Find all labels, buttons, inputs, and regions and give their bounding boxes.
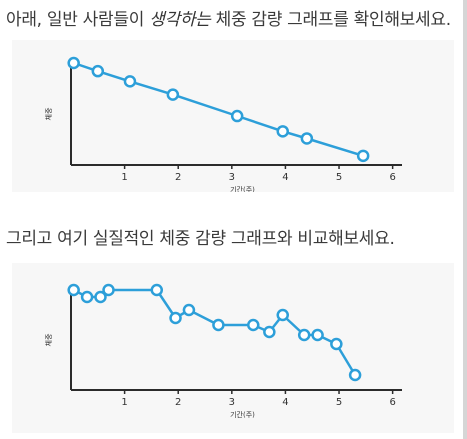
data-point: [311, 328, 324, 342]
caption-expected-emphasis: 생각하는: [149, 10, 211, 30]
data-point: [80, 290, 94, 304]
data-point: [212, 318, 225, 332]
data-point: [94, 290, 107, 304]
y-axis-label: 체중: [45, 107, 53, 120]
x-tick-label: 4: [282, 172, 288, 183]
data-point: [102, 283, 115, 297]
data-point: [276, 308, 289, 322]
data-point: [247, 318, 260, 332]
chart-panel-expected: 1 2 3 4 5 6 기간(주) 체중: [12, 40, 454, 194]
x-tick-label: 3: [229, 397, 235, 408]
caption-actual: 그리고 여기 실질적인 체중 감량 그래프와 비교해보세요.: [6, 229, 395, 249]
caption-expected-part1: 아래, 일반 사람들이: [6, 10, 150, 30]
chart-actual-weight-loss: 1 2 3 4 5 6 기간(주) 체중: [45, 283, 402, 419]
caption-expected: 아래, 일반 사람들이 생각하는 체중 감량 그래프를 확인해보세요.: [6, 5, 451, 30]
x-tick-label: 5: [336, 397, 342, 408]
data-point: [67, 283, 80, 297]
data-point: [150, 283, 164, 297]
data-point: [276, 125, 289, 138]
series-line: [73, 61, 364, 157]
data-point: [166, 88, 180, 101]
data-point: [123, 75, 137, 88]
x-tick-label: 1: [121, 397, 127, 408]
data-point: [297, 328, 311, 342]
x-tick-label: 3: [229, 172, 235, 183]
data-point: [330, 337, 343, 351]
data-point: [67, 56, 80, 70]
data-point: [300, 132, 314, 145]
x-tick-label: 2: [175, 397, 181, 408]
data-point: [356, 149, 370, 163]
chart-panel-actual: 1 2 3 4 5 6 기간(주) 체중: [12, 263, 454, 433]
data-point: [348, 368, 362, 382]
x-tick-label: 4: [282, 397, 288, 408]
data-point: [169, 311, 182, 325]
caption-expected-part2: 체중 감량 그래프를 확인해보세요.: [210, 10, 451, 30]
x-axis-label: 기간(주): [230, 410, 255, 419]
x-tick-label: 2: [175, 172, 181, 183]
data-point: [230, 109, 244, 123]
chart-expected-weight-loss: 1 2 3 4 5 6 기간(주) 체중: [45, 56, 402, 194]
x-tick-label: 1: [121, 172, 127, 183]
x-tick-label: 6: [389, 397, 395, 408]
data-point: [263, 325, 276, 339]
y-axis-label: 체중: [45, 333, 53, 346]
x-tick-label: 6: [389, 172, 395, 183]
data-point: [91, 64, 105, 78]
x-axis-label: 기간(주): [230, 185, 255, 192]
x-tick-label: 5: [336, 172, 342, 183]
right-edge-divider: [463, 0, 467, 439]
data-point: [182, 303, 196, 317]
